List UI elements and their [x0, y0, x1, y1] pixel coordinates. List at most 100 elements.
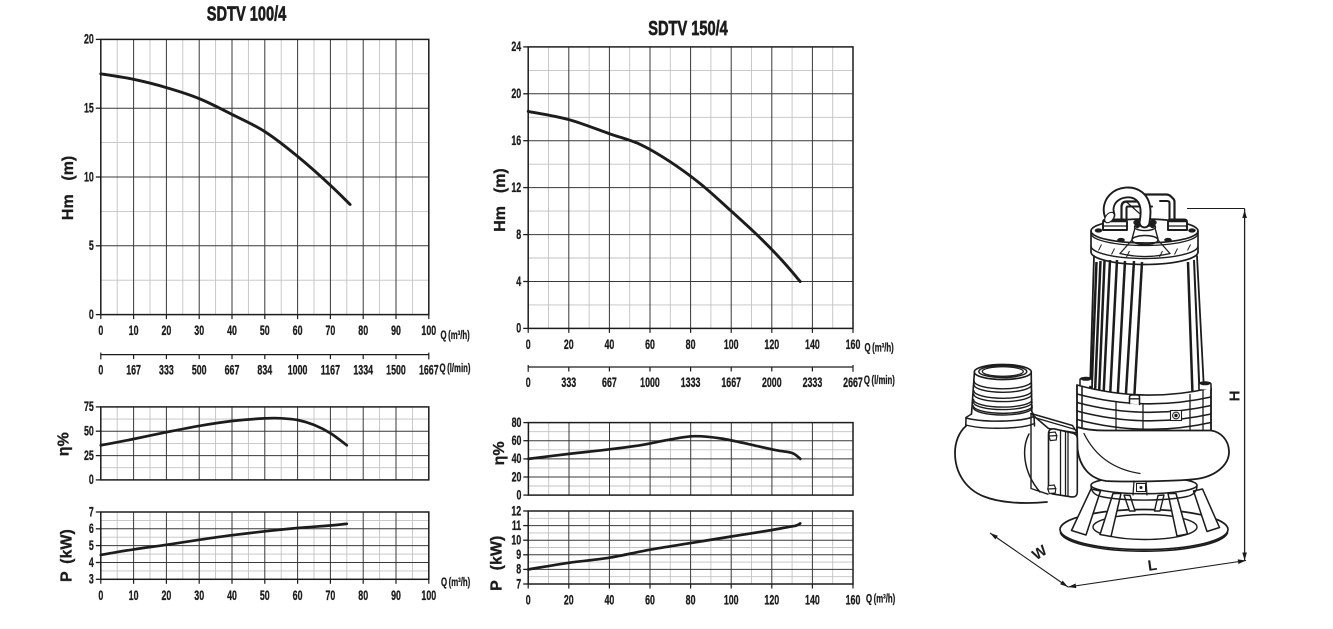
- svg-text:50: 50: [260, 324, 270, 338]
- svg-text:SDTV 150/4: SDTV 150/4: [648, 17, 728, 40]
- svg-text:7: 7: [516, 578, 521, 592]
- svg-text:5: 5: [89, 539, 94, 553]
- svg-text:80: 80: [358, 324, 368, 338]
- svg-text:3: 3: [89, 573, 94, 587]
- svg-text:667: 667: [225, 364, 240, 378]
- svg-text:1667: 1667: [721, 376, 741, 390]
- svg-text:15: 15: [84, 102, 94, 116]
- svg-text:Q (l/min): Q (l/min): [440, 363, 471, 376]
- svg-text:140: 140: [805, 338, 820, 352]
- svg-text:2000: 2000: [762, 376, 782, 390]
- svg-text:1500: 1500: [386, 364, 406, 378]
- svg-text:834: 834: [257, 364, 272, 378]
- svg-text:40: 40: [604, 594, 614, 608]
- svg-text:10: 10: [129, 324, 139, 338]
- svg-text:P: P: [488, 580, 505, 591]
- svg-text:20: 20: [564, 594, 574, 608]
- svg-text:20: 20: [512, 471, 522, 485]
- svg-text:100: 100: [421, 589, 436, 603]
- svg-text:70: 70: [325, 324, 335, 338]
- svg-text:500: 500: [192, 364, 207, 378]
- svg-text:60: 60: [645, 338, 655, 352]
- svg-text:4: 4: [89, 556, 94, 570]
- svg-text:Hm: Hm: [60, 194, 77, 220]
- svg-text:167: 167: [126, 364, 141, 378]
- svg-text:0: 0: [98, 589, 103, 603]
- svg-text:1334: 1334: [353, 364, 373, 378]
- svg-text:60: 60: [645, 594, 655, 608]
- svg-text:0: 0: [516, 322, 521, 336]
- svg-text:Q (m³/h): Q (m³/h): [866, 593, 895, 606]
- svg-text:160: 160: [846, 594, 861, 608]
- svg-text:(m): (m): [492, 168, 509, 193]
- svg-text:30: 30: [194, 589, 204, 603]
- svg-text:25: 25: [84, 449, 94, 463]
- svg-text:Q (m³/h): Q (m³/h): [441, 576, 470, 589]
- svg-text:Q (l/min): Q (l/min): [864, 375, 895, 388]
- svg-text:30: 30: [194, 324, 204, 338]
- svg-text:0: 0: [526, 594, 531, 608]
- svg-text:1000: 1000: [640, 376, 660, 390]
- svg-text:12: 12: [511, 181, 521, 195]
- svg-text:P: P: [58, 571, 75, 582]
- svg-text:4: 4: [516, 275, 521, 289]
- svg-text:80: 80: [512, 416, 522, 430]
- svg-text:1667: 1667: [419, 364, 439, 378]
- svg-text:667: 667: [602, 376, 617, 390]
- svg-text:5: 5: [89, 239, 94, 253]
- svg-text:L: L: [1147, 557, 1158, 575]
- svg-text:60: 60: [293, 589, 303, 603]
- svg-text:7: 7: [89, 506, 94, 520]
- svg-text:Q (m³/h): Q (m³/h): [865, 342, 894, 355]
- svg-text:100: 100: [421, 324, 436, 338]
- svg-text:6: 6: [89, 522, 94, 536]
- svg-text:8: 8: [516, 563, 521, 577]
- svg-text:10: 10: [511, 534, 521, 548]
- svg-text:120: 120: [764, 594, 779, 608]
- svg-text:50: 50: [260, 589, 270, 603]
- svg-text:0: 0: [98, 364, 103, 378]
- svg-text:60: 60: [512, 434, 522, 448]
- svg-text:90: 90: [391, 589, 401, 603]
- svg-text:60: 60: [293, 324, 303, 338]
- svg-text:10: 10: [84, 171, 94, 185]
- svg-text:0: 0: [98, 324, 103, 338]
- svg-text:120: 120: [764, 338, 779, 352]
- svg-text:75: 75: [84, 401, 94, 415]
- svg-text:2667: 2667: [843, 376, 863, 390]
- svg-text:9: 9: [516, 548, 521, 562]
- svg-text:0: 0: [89, 308, 94, 322]
- svg-text:20: 20: [161, 324, 171, 338]
- svg-text:140: 140: [805, 594, 820, 608]
- svg-text:8: 8: [516, 228, 521, 242]
- svg-text:20: 20: [161, 589, 171, 603]
- svg-text:333: 333: [561, 376, 576, 390]
- svg-text:12: 12: [511, 505, 521, 519]
- svg-text:333: 333: [159, 364, 174, 378]
- svg-text:Q (m³/h): Q (m³/h): [441, 330, 470, 343]
- svg-text:40: 40: [512, 453, 522, 467]
- svg-text:40: 40: [227, 589, 237, 603]
- svg-text:0: 0: [89, 474, 94, 488]
- svg-text:20: 20: [84, 33, 94, 47]
- svg-text:40: 40: [227, 324, 237, 338]
- svg-text:24: 24: [511, 41, 521, 55]
- svg-text:20: 20: [511, 87, 521, 101]
- svg-text:70: 70: [325, 589, 335, 603]
- svg-text:80: 80: [358, 589, 368, 603]
- svg-text:0: 0: [526, 338, 531, 352]
- svg-text:(m): (m): [60, 156, 77, 181]
- svg-text:100: 100: [724, 338, 739, 352]
- svg-text:90: 90: [391, 324, 401, 338]
- svg-text:1167: 1167: [321, 364, 340, 378]
- svg-text:11: 11: [512, 519, 522, 533]
- svg-text:40: 40: [604, 338, 614, 352]
- svg-text:η%: η%: [55, 432, 72, 456]
- svg-text:1333: 1333: [681, 376, 701, 390]
- svg-text:(kW): (kW): [58, 529, 75, 564]
- svg-text:10: 10: [129, 589, 139, 603]
- svg-text:0: 0: [526, 376, 531, 390]
- svg-text:50: 50: [84, 425, 94, 439]
- svg-text:160: 160: [846, 338, 861, 352]
- svg-text:SDTV 100/4: SDTV 100/4: [207, 2, 287, 25]
